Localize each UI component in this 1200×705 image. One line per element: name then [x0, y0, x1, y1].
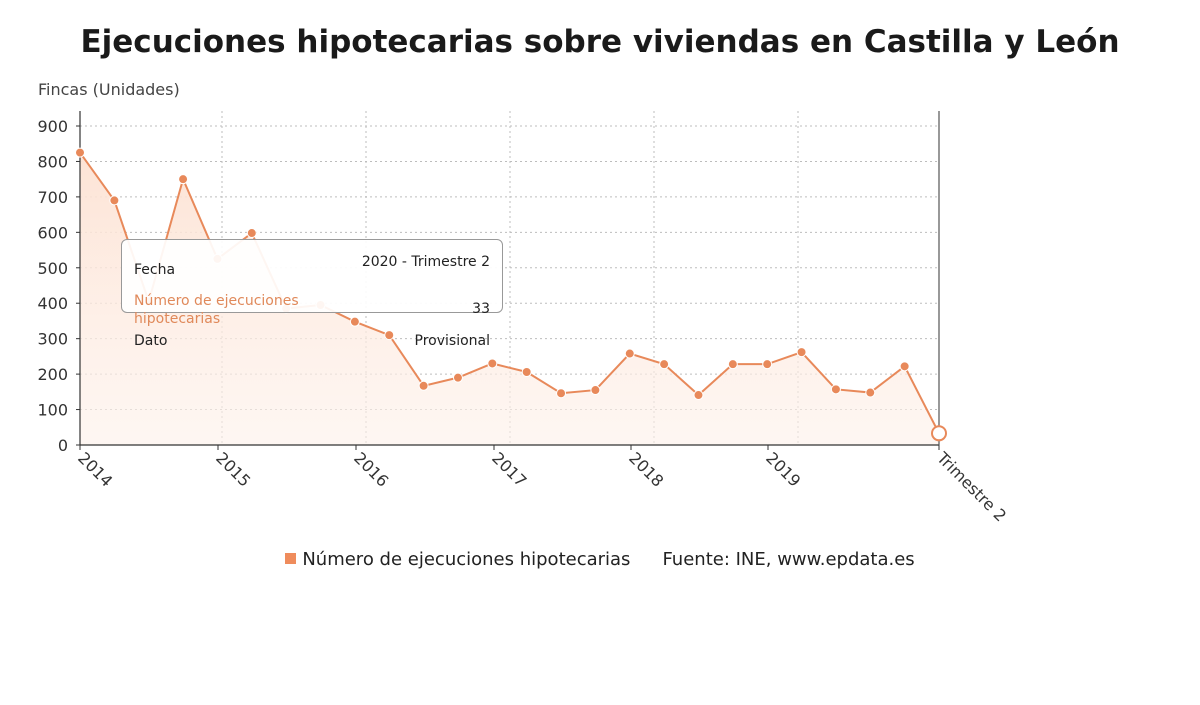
data-point: [659, 359, 670, 370]
x-tick-label: 2017: [488, 448, 530, 490]
data-point: [830, 384, 841, 395]
x-tick-label: 2018: [625, 448, 667, 490]
source-text: Fuente: INE, www.epdata.es: [662, 549, 915, 570]
data-point: [246, 228, 257, 239]
y-tick-label: 100: [37, 401, 68, 420]
y-tick-label: 600: [37, 223, 68, 242]
data-point: [727, 359, 738, 370]
area-layer: [80, 152, 939, 446]
y-axis-label: Fincas (Unidades): [38, 80, 180, 99]
tooltip-series-label: Número de ejecuciones hipotecarias: [134, 293, 299, 327]
tooltip: Fecha 2020 - Trimestre 2 Número de ejecu…: [121, 239, 503, 349]
legend-swatch: [285, 553, 297, 564]
tooltip-status-label: Dato: [134, 333, 168, 349]
x-tick-label: Trimestre 2: [932, 448, 1010, 526]
x-tick-label: 2014: [74, 448, 116, 490]
tooltip-date-label: Fecha: [134, 262, 176, 278]
y-tick-labels: 0 100 200 300 400 500 600 700 800 900: [37, 117, 68, 455]
data-point: [487, 358, 498, 369]
x-tick-labels: 2014 2015 2016 2017 2018 2019 Trimestre 2: [74, 448, 1010, 526]
data-point: [418, 380, 429, 391]
tooltip-series-value: 33: [472, 301, 490, 317]
legend-label: Número de ejecuciones hipotecarias: [302, 549, 631, 570]
y-tick-label: 800: [37, 152, 68, 171]
data-point: [590, 385, 601, 396]
data-point: [349, 316, 360, 327]
y-tick-label: 500: [37, 259, 68, 278]
data-point: [762, 359, 773, 370]
data-point: [452, 372, 463, 383]
data-point: [521, 366, 532, 377]
data-point: [865, 387, 876, 398]
data-point: [899, 361, 910, 372]
series-area: [80, 152, 939, 446]
legend: Número de ejecuciones hipotecarias Fuente…: [0, 549, 1200, 570]
y-tick-label: 300: [37, 330, 68, 349]
data-point: [75, 147, 85, 158]
tooltip-date-value: 2020 - Trimestre 2: [361, 254, 490, 270]
x-tick-label: 2019: [762, 448, 804, 490]
chart-title: Ejecuciones hipotecarias sobre viviendas…: [80, 24, 1120, 60]
data-point: [109, 195, 120, 206]
y-tick-label: 200: [37, 365, 68, 384]
x-tick-label: 2015: [212, 448, 254, 490]
y-tick-label: 0: [58, 436, 68, 455]
y-tick-label: 400: [37, 294, 68, 313]
data-point: [624, 348, 635, 359]
x-tick-label: 2016: [350, 448, 392, 490]
data-point: [178, 174, 189, 185]
tooltip-status-value: Provisional: [414, 333, 490, 349]
y-tick-label: 700: [37, 188, 68, 207]
data-point-highlighted: [931, 425, 947, 442]
data-point: [796, 347, 807, 358]
data-point: [693, 390, 704, 401]
data-point: [556, 388, 567, 399]
chart-axes: [76, 111, 940, 450]
legend-item[interactable]: Número de ejecuciones hipotecarias: [285, 549, 630, 570]
y-tick-label: 900: [37, 117, 68, 136]
data-point: [384, 330, 395, 341]
